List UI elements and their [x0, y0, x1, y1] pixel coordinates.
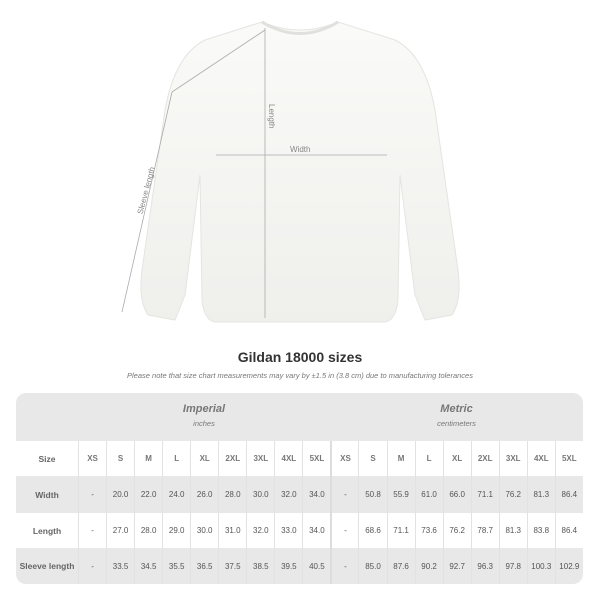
imperial-cell: 28.0: [218, 476, 246, 513]
metric-cell: 76.2: [498, 476, 527, 513]
table-row: Length -27.0 28.0 29.0 30.0 31.0 32.0 33.0 34.0-…: [16, 513, 583, 548]
page-title: Gildan 18000 sizes: [237, 349, 363, 365]
imperial-cell: 4XL: [274, 441, 302, 476]
metric-cell: L: [414, 441, 443, 476]
imperial-cell: 2XL: [218, 441, 246, 476]
metric-cell: S: [358, 441, 386, 476]
imperial-cell: 32.0: [274, 476, 302, 513]
imperial-cell: 32.0: [246, 513, 274, 548]
metric-cell: 50.8: [358, 476, 386, 513]
group-unit: inches: [193, 419, 215, 428]
row-label: Length: [32, 525, 62, 536]
sweatshirt-illustration: [121, 20, 460, 323]
metric-cell: XS: [330, 441, 358, 476]
metric-cell: 81.3: [526, 476, 555, 513]
table-row: Size XS S M L XL 2XL 3XL 4XL 5XL XS S M L XL 2XL 3XL 4XL 5…: [16, 441, 583, 476]
imperial-cell: -: [78, 548, 106, 584]
metric-cell: 76.2: [442, 513, 471, 548]
metric-cell: 71.1: [386, 513, 415, 548]
imperial-cell: S: [106, 441, 134, 476]
metric-cell: 87.6: [386, 548, 415, 584]
imperial-cell: 30.0: [246, 476, 274, 513]
imperial-cell: 24.0: [162, 476, 190, 513]
tolerance-note: Please note that size chart measurements…: [127, 371, 473, 380]
imperial-cell: 3XL: [246, 441, 274, 476]
imperial-cell: 20.0: [106, 476, 134, 513]
imperial-cell: 34.0: [302, 513, 330, 548]
metric-cell: 86.4: [554, 513, 583, 548]
imperial-cell: 5XL: [302, 441, 330, 476]
imperial-cell: 39.5: [274, 548, 302, 584]
imperial-cell: 38.5: [246, 548, 274, 584]
imperial-cell: 29.0: [162, 513, 190, 548]
imperial-cell: 34.5: [134, 548, 162, 584]
table-row: Sleeve length -33.5 34.5 35.5 36.5 37.5 38.5 39…: [16, 548, 583, 584]
metric-cell: 100.3: [526, 548, 555, 584]
imperial-cell: XL: [190, 441, 218, 476]
metric-cell: 71.1: [470, 476, 499, 513]
metric-cell: 81.3: [498, 513, 527, 548]
table-header: Imperial inches Metric centimeters: [16, 393, 583, 441]
metric-cell: 83.8: [526, 513, 555, 548]
imperial-cell: L: [162, 441, 190, 476]
imperial-cell: XS: [78, 441, 106, 476]
metric-cell: M: [386, 441, 415, 476]
metric-cell: 5XL: [554, 441, 583, 476]
imperial-cell: -: [78, 476, 106, 513]
metric-cell: 73.6: [414, 513, 443, 548]
imperial-cell: 22.0: [134, 476, 162, 513]
metric-cell: 102.9: [554, 548, 583, 584]
group-unit: centimeters: [437, 419, 476, 428]
table-row: Width -20.0 22.0 24.0 26.0 28.0 30.0 32.0 34.0-5…: [16, 476, 583, 513]
metric-cell: 68.6: [358, 513, 386, 548]
metric-cell: 61.0: [414, 476, 443, 513]
metric-cell: 4XL: [526, 441, 555, 476]
imperial-cell: -: [78, 513, 106, 548]
metric-cell: -: [330, 476, 358, 513]
metric-cell: 90.2: [414, 548, 443, 584]
metric-cell: 3XL: [498, 441, 527, 476]
imperial-cell: 26.0: [190, 476, 218, 513]
imperial-cell: M: [134, 441, 162, 476]
imperial-cell: 27.0: [106, 513, 134, 548]
imperial-cell: 40.5: [302, 548, 330, 584]
metric-cell: 92.7: [442, 548, 471, 584]
length-label: Length: [267, 104, 276, 129]
group-title: Metric: [440, 403, 473, 415]
imperial-cell: 34.0: [302, 476, 330, 513]
imperial-cell: 30.0: [190, 513, 218, 548]
imperial-cell: 35.5: [162, 548, 190, 584]
sweatshirt-body: [140, 21, 460, 323]
metric-header: Metric centimeters: [330, 403, 583, 428]
group-title: Imperial: [182, 403, 226, 415]
metric-cell: 86.4: [554, 476, 583, 513]
metric-cell: 66.0: [442, 476, 471, 513]
imperial-cell: 36.5: [190, 548, 218, 584]
width-label: Width: [290, 145, 311, 154]
metric-cell: 97.8: [498, 548, 527, 584]
metric-cell: 2XL: [470, 441, 499, 476]
row-label: Width: [35, 489, 59, 500]
metric-cell: -: [330, 548, 358, 584]
row-label: Size: [38, 453, 56, 464]
metric-cell: -: [330, 513, 358, 548]
imperial-header: Imperial inches: [78, 403, 330, 428]
metric-cell: 78.7: [470, 513, 499, 548]
metric-cell: 55.9: [386, 476, 415, 513]
imperial-cell: 31.0: [218, 513, 246, 548]
row-label: Sleeve length: [19, 561, 75, 571]
size-chart-table: Imperial inches Metric centimeters Size XS S…: [16, 393, 583, 584]
imperial-cell: 33.5: [106, 548, 134, 584]
imperial-cell: 37.5: [218, 548, 246, 584]
metric-cell: 96.3: [470, 548, 499, 584]
metric-cell: XL: [442, 441, 471, 476]
imperial-cell: 33.0: [274, 513, 302, 548]
metric-cell: 85.0: [358, 548, 386, 584]
imperial-cell: 28.0: [134, 513, 162, 548]
